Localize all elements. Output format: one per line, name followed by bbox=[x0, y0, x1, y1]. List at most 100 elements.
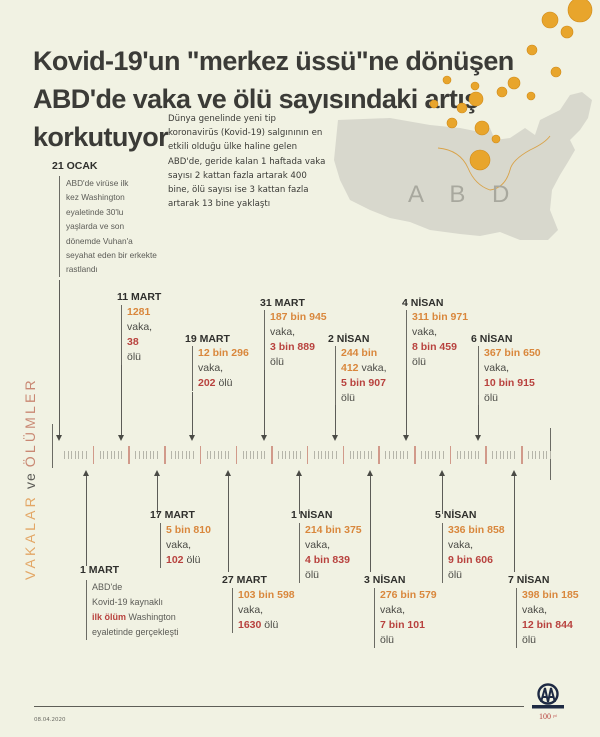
minor-tick bbox=[542, 451, 544, 459]
text-line: eyaletinde gerçekleşti bbox=[92, 627, 179, 637]
case-label: vaka, bbox=[412, 326, 438, 338]
death-label: ölü bbox=[127, 351, 142, 363]
event-4-nisan: 311 bin 971 vaka, 8 bin 459 ölü bbox=[406, 310, 468, 370]
minor-tick bbox=[253, 451, 255, 459]
event-date: 1 NİSAN bbox=[291, 509, 333, 521]
text-line: kez Washington bbox=[66, 192, 125, 203]
text-line: seyahat eden bir erkekte bbox=[66, 250, 157, 261]
minor-tick bbox=[549, 451, 551, 459]
minor-tick bbox=[506, 451, 508, 459]
minor-tick bbox=[510, 451, 512, 459]
case-label: vaka, bbox=[127, 321, 153, 333]
deaths-label: ÖLÜMLER bbox=[22, 377, 38, 468]
intro-line: bine, ölü sayısı ise 3 kattan fazla bbox=[168, 185, 309, 196]
minor-tick bbox=[121, 451, 123, 459]
major-tick bbox=[271, 446, 273, 464]
death-count: 38 bbox=[127, 336, 139, 348]
case-count: 398 bin 185 bbox=[522, 589, 579, 601]
case-label: vaka, bbox=[238, 604, 264, 616]
minor-tick bbox=[406, 451, 408, 459]
axis-left-edge bbox=[52, 424, 54, 468]
intro-line: etkili olduğu ülke haline gelen bbox=[168, 142, 298, 153]
minor-tick bbox=[74, 451, 76, 459]
arrow-up-icon bbox=[153, 470, 161, 514]
event-1-mart-text: ABD'de Kovid-19 kaynaklı ilk ölüm Washin… bbox=[86, 580, 179, 640]
event-17-mart: 5 bin 810 vaka, 102 ölü bbox=[160, 523, 211, 568]
minor-tick bbox=[421, 451, 422, 459]
minor-tick bbox=[353, 451, 355, 459]
minor-tick bbox=[71, 451, 73, 459]
minor-tick bbox=[217, 451, 219, 459]
minor-tick bbox=[385, 451, 387, 459]
case-count: 412 bbox=[341, 362, 359, 374]
title-line-1: Kovid-19'un "merkez üssü"ne dönüşen bbox=[33, 46, 514, 76]
intro-line: ABD'de, geride kalan 1 haftada vaka bbox=[168, 156, 326, 167]
minor-tick bbox=[528, 451, 530, 459]
usa-map-icon: A B D bbox=[334, 0, 593, 240]
minor-tick bbox=[317, 451, 319, 459]
death-label: ölü bbox=[305, 569, 320, 581]
footer-date: 08.04.2020 bbox=[34, 717, 66, 723]
arrow-down-icon bbox=[331, 405, 339, 441]
minor-tick bbox=[82, 451, 83, 459]
minor-tick bbox=[299, 451, 301, 459]
minor-tick bbox=[371, 451, 373, 459]
death-label: ölü bbox=[380, 634, 395, 646]
minor-tick bbox=[189, 451, 191, 459]
major-tick bbox=[378, 446, 380, 464]
case-label: vaka, bbox=[166, 539, 192, 551]
minor-tick bbox=[228, 451, 230, 459]
minor-tick bbox=[324, 451, 326, 459]
arrow-up-icon bbox=[366, 470, 374, 572]
event-date: 5 NİSAN bbox=[435, 509, 477, 521]
major-tick bbox=[414, 446, 416, 464]
major-tick bbox=[342, 446, 345, 464]
case-count: 367 bin 650 bbox=[484, 347, 541, 359]
minor-tick bbox=[192, 451, 194, 459]
minor-tick bbox=[349, 451, 351, 459]
minor-tick bbox=[171, 451, 173, 459]
case-count: 214 bin 375 bbox=[305, 524, 362, 536]
major-tick bbox=[92, 446, 95, 464]
major-tick bbox=[199, 446, 202, 464]
svg-text:A B D: A B D bbox=[408, 181, 519, 208]
case-label: vaka, bbox=[270, 326, 296, 338]
event-date: 7 NİSAN bbox=[508, 574, 550, 586]
case-count: 244 bin bbox=[341, 347, 378, 359]
minor-tick bbox=[185, 451, 187, 459]
case-label: vaka, bbox=[448, 539, 474, 551]
event-27-mart: 103 bin 598 vaka, 1630 ölü bbox=[232, 588, 295, 633]
minor-tick bbox=[221, 451, 223, 459]
minor-tick bbox=[456, 451, 458, 459]
minor-tick bbox=[313, 451, 315, 459]
timeline-axis bbox=[58, 446, 551, 464]
minor-tick bbox=[285, 451, 287, 459]
minor-tick bbox=[499, 451, 501, 459]
event-date: 3 NİSAN bbox=[364, 574, 406, 586]
minor-tick bbox=[478, 451, 480, 459]
intro-line: artarak 13 bine yaklaştı bbox=[168, 199, 271, 210]
arrow-up-icon bbox=[438, 470, 446, 514]
arrow-down-icon bbox=[260, 370, 268, 441]
major-tick bbox=[521, 446, 523, 464]
and-label: ve bbox=[22, 472, 38, 490]
minor-tick bbox=[471, 451, 473, 459]
major-tick bbox=[485, 446, 487, 464]
arrow-down-icon bbox=[474, 405, 482, 441]
text-line: Kovid-19 kaynaklı bbox=[92, 597, 164, 607]
event-date: 11 MART bbox=[117, 291, 162, 303]
minor-tick bbox=[535, 451, 537, 459]
case-count: 276 bin 579 bbox=[380, 589, 437, 601]
page-title: Kovid-19'un "merkez üssü"ne dönüşen ABD'… bbox=[33, 42, 514, 156]
death-label: ölü bbox=[264, 619, 279, 631]
event-31-mart: 187 bin 945 vaka, 3 bin 889 ölü bbox=[264, 310, 327, 370]
minor-tick bbox=[153, 451, 155, 459]
minor-tick bbox=[106, 451, 108, 459]
minor-tick bbox=[99, 451, 101, 459]
minor-tick bbox=[546, 451, 548, 459]
minor-tick bbox=[278, 451, 280, 459]
death-count: 7 bin 101 bbox=[380, 619, 425, 631]
minor-tick bbox=[67, 451, 69, 459]
minor-tick bbox=[289, 451, 290, 459]
intro-line: koronavirüs (Kovid-19) salgınının en bbox=[168, 128, 323, 139]
